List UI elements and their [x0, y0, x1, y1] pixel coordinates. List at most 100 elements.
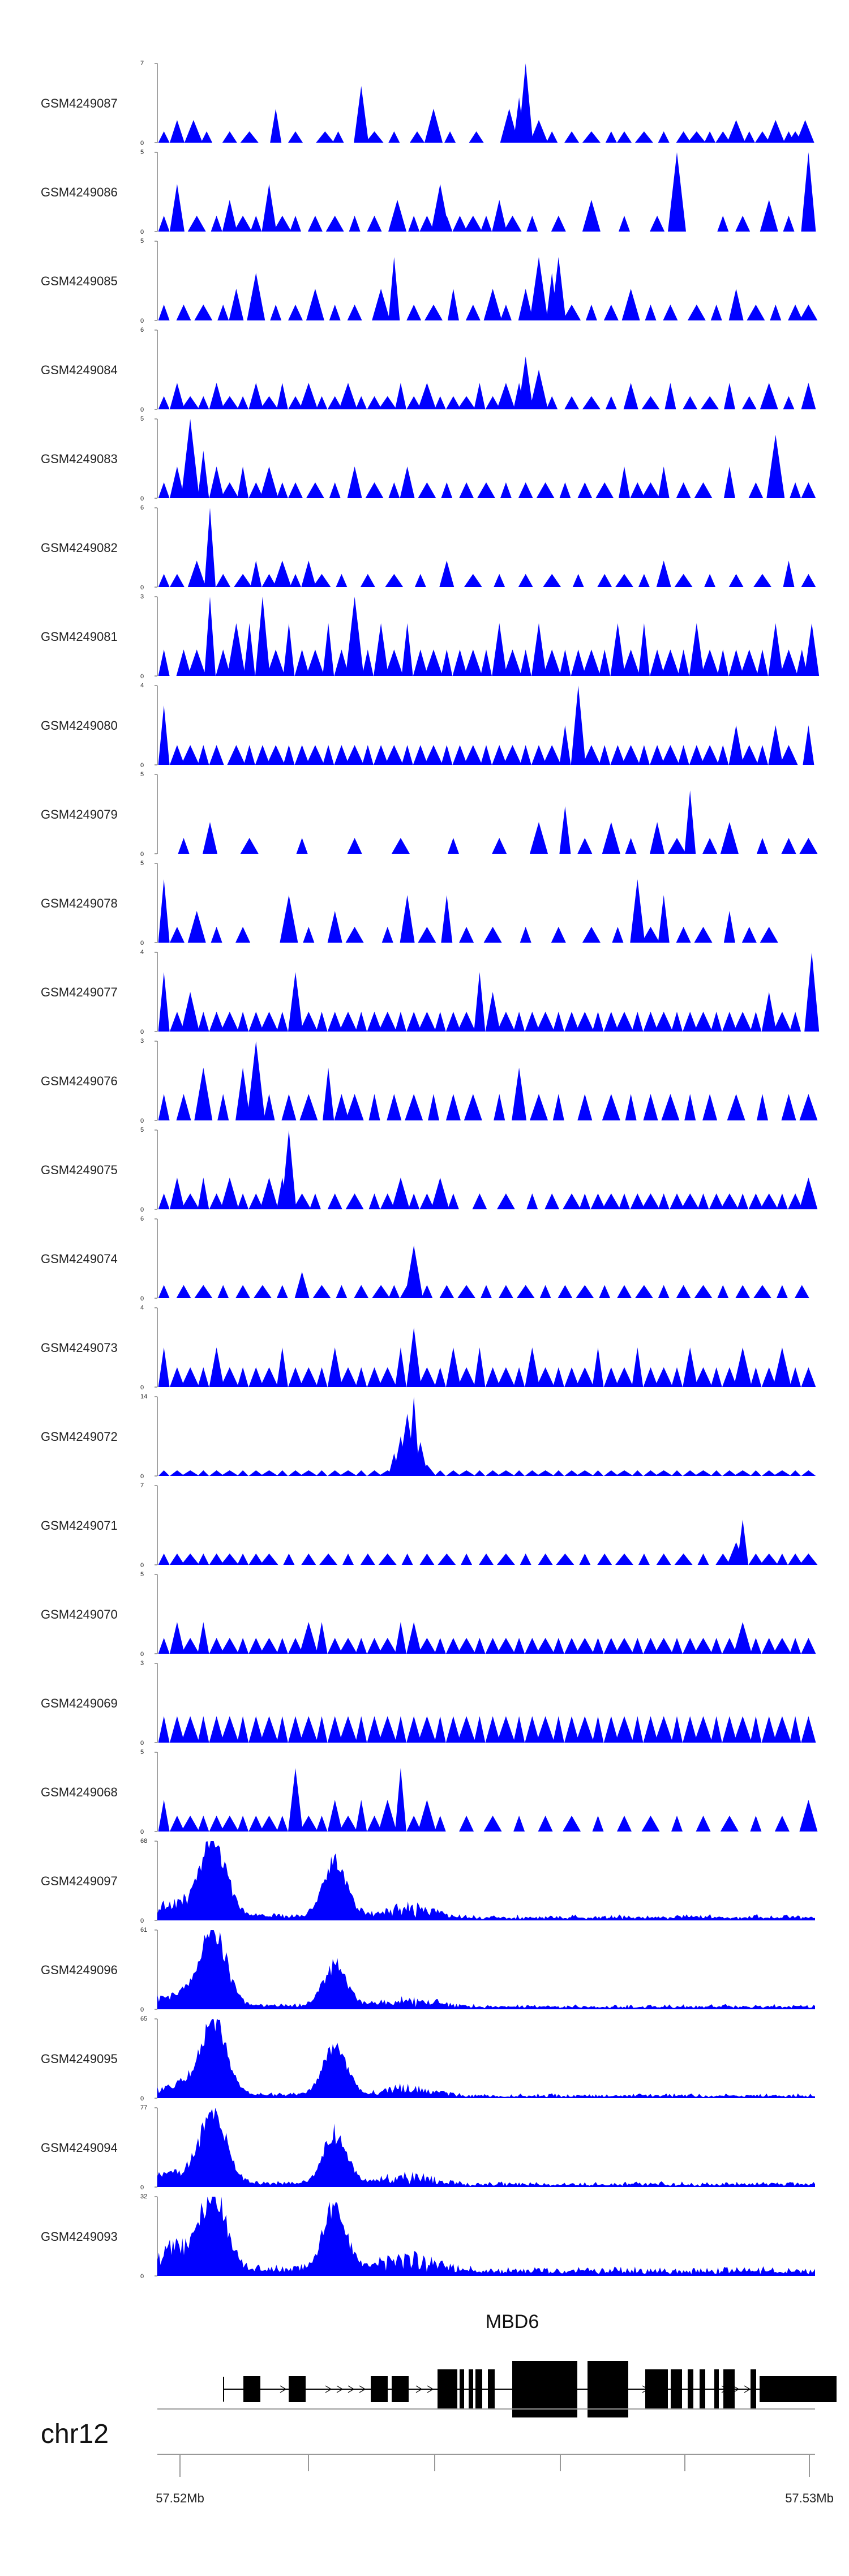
signal-peak [158, 131, 170, 143]
signal-peak [656, 560, 671, 587]
signal-peak [405, 1245, 423, 1298]
signal-peak [603, 1470, 619, 1476]
signal-peak [220, 396, 239, 409]
signal-peak [401, 623, 413, 676]
signal-peak [689, 623, 704, 676]
signal-peak [694, 482, 713, 498]
signal-peak [438, 1554, 456, 1565]
gene-exon [438, 2369, 457, 2409]
signal-peak [710, 1012, 722, 1032]
signal-peak [621, 745, 640, 765]
signal-peak [546, 396, 558, 409]
signal-peak [526, 216, 538, 232]
signal-peak [683, 1012, 698, 1032]
signal-peak [536, 1012, 555, 1032]
signal-peak [367, 1816, 382, 1832]
signal-peak [748, 1554, 764, 1565]
signal-peak [408, 1193, 420, 1209]
signal-peak [722, 1638, 737, 1654]
signal-peak [288, 482, 303, 498]
track-label: GSM4249072 [41, 1430, 118, 1444]
signal-peak [530, 1094, 548, 1120]
signal-peak [445, 1094, 461, 1120]
signal-peak [803, 725, 814, 765]
signal-peak [674, 574, 693, 587]
signal-peak [687, 131, 706, 143]
signal-peak [474, 1470, 486, 1476]
signal-peak [209, 1638, 224, 1654]
track-GSM4249071: GSM4249071 7 0 [41, 1482, 818, 1569]
signal-peak [345, 597, 364, 676]
signal-peak [250, 216, 262, 232]
signal-peak [599, 1285, 611, 1298]
signal-peak [559, 806, 571, 854]
signal-peak [158, 1285, 170, 1298]
signal-peak [552, 1094, 564, 1120]
signal-peak [518, 356, 533, 409]
signal-peak [276, 1816, 288, 1832]
signal-peak [158, 705, 170, 765]
ymax-label: 3 [140, 1038, 144, 1045]
signal-peak [748, 1193, 764, 1209]
signal-peak [354, 86, 369, 143]
signal-peak [619, 216, 630, 232]
signal-peak [496, 383, 515, 409]
signal-peak [801, 152, 816, 232]
signal-peak [500, 109, 518, 143]
signal-peak [260, 467, 278, 498]
gene-exon [371, 2376, 388, 2402]
ymax-label: 4 [140, 682, 144, 689]
signal-peak [551, 927, 566, 943]
signal-peak [592, 1816, 604, 1832]
signal-peak [248, 1367, 264, 1387]
track-label: GSM4249071 [41, 1518, 118, 1533]
signal-peak [641, 396, 660, 409]
signal-peak [400, 467, 415, 498]
signal-peak [715, 131, 731, 143]
signal-peak [299, 1367, 318, 1387]
signal-peak [220, 1470, 239, 1476]
signal-peak [776, 1193, 788, 1209]
ymin-label: 0 [140, 2095, 144, 2102]
signal-peak [260, 1470, 278, 1476]
signal-peak [447, 1193, 459, 1209]
signal-peak [360, 574, 375, 587]
signal-peak [237, 1554, 249, 1565]
signal-peak [281, 1130, 297, 1209]
signal-peak [445, 1012, 461, 1032]
ymin-label: 0 [140, 1829, 144, 1835]
signal-peak [619, 467, 630, 498]
signal-peak [683, 1716, 698, 1743]
signal-peak [395, 1768, 406, 1832]
signal-peak [474, 972, 486, 1032]
ymax-label: 6 [140, 327, 144, 333]
signal-peak [768, 725, 783, 765]
track-GSM4249086: GSM4249086 5 0 [41, 149, 816, 236]
signal-peak [220, 1178, 239, 1209]
signal-peak [715, 1554, 731, 1565]
signal-peak [169, 383, 185, 409]
gene-track: MBD6 [223, 2311, 837, 2417]
signal-peak [441, 649, 453, 676]
signal-peak [610, 745, 625, 765]
signal-peak [605, 131, 617, 143]
signal-peak [209, 745, 224, 765]
ymin-label: 0 [140, 1562, 144, 1569]
ymin-label: 0 [140, 1029, 144, 1035]
signal-peak [496, 1367, 515, 1387]
signal-peak [176, 1094, 191, 1120]
signal-peak [722, 1012, 737, 1032]
signal-peak [525, 1638, 540, 1654]
signal-peak [367, 1470, 382, 1476]
signal-peak [464, 216, 482, 232]
signal-peak [339, 383, 357, 409]
signal-peak [198, 1012, 209, 1032]
signal-peak [781, 1094, 796, 1120]
signal-peak [243, 745, 255, 765]
signal-peak [801, 383, 816, 409]
signal-peak [582, 649, 601, 676]
signal-peak [391, 838, 410, 854]
signal-peak [457, 1012, 476, 1032]
track-GSM4249096: GSM4249096 61 0 [41, 1927, 815, 2013]
signal-peak [582, 131, 601, 143]
